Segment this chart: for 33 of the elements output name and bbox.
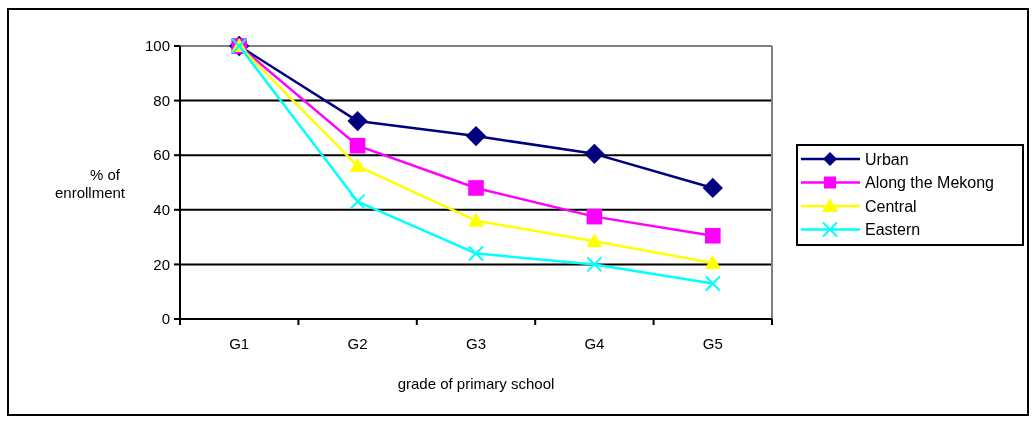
point: [704, 275, 721, 292]
y-axis-title: % of enrollment: [54, 166, 126, 201]
x-axis-title: grade of primary school: [397, 375, 555, 392]
point: [349, 158, 366, 173]
point: [704, 255, 721, 270]
y-tick-label: 40: [153, 201, 170, 219]
point: [347, 110, 368, 132]
point: [349, 193, 366, 210]
x-tick-label: G4: [584, 335, 605, 352]
point: [584, 143, 605, 164]
point: [586, 208, 603, 225]
x-tick-label: G3: [465, 335, 487, 352]
point: [465, 125, 487, 147]
point: [586, 256, 603, 273]
y-tick-label: 80: [153, 91, 170, 109]
point: [349, 137, 366, 154]
legend-label: Urban: [865, 150, 909, 168]
point: [468, 212, 484, 227]
x-tick-label: G1: [229, 335, 250, 352]
y-tick-label: 0: [161, 310, 170, 328]
point: [468, 180, 484, 196]
point: [468, 245, 484, 262]
y-tick-label: 20: [153, 255, 170, 273]
y-tick-label: 100: [144, 37, 170, 55]
legend-label: Along the Mekong: [865, 174, 994, 192]
x-tick-label: G2: [347, 335, 368, 352]
point: [702, 177, 723, 199]
y-tick-label: 60: [153, 146, 170, 164]
point: [705, 227, 721, 244]
point: [586, 233, 603, 248]
legend-label: Eastern: [865, 221, 921, 239]
x-tick-label: G5: [702, 335, 723, 352]
legend-label: Central: [865, 197, 917, 215]
